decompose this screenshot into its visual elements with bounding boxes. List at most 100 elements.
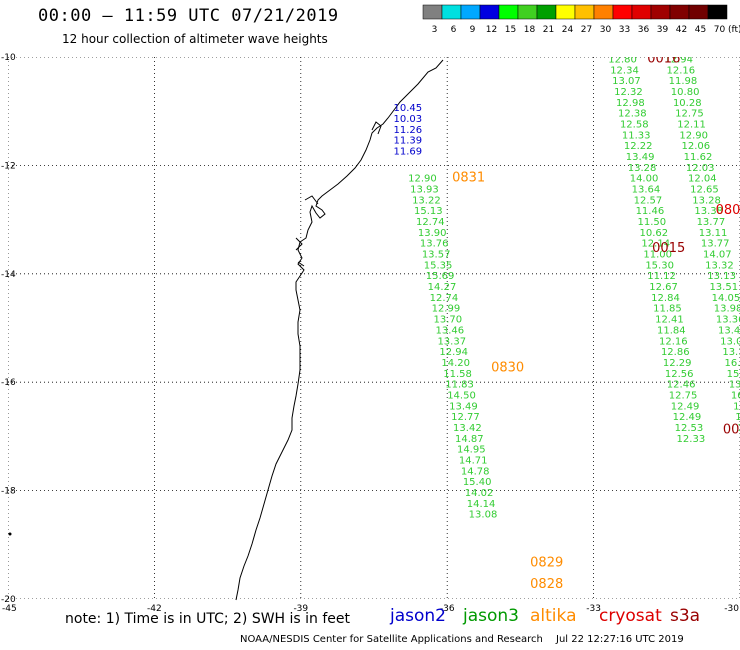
swh-reading: 12.75 xyxy=(669,390,698,401)
swh-reading: 16.75 xyxy=(724,358,740,369)
data-point-marker xyxy=(8,532,12,536)
swh-reading: 11.00 xyxy=(643,250,672,261)
swh-reading: 14.87 xyxy=(455,434,484,445)
swh-reading: 12.32 xyxy=(614,87,643,98)
swh-reading: 16.07 xyxy=(731,390,740,401)
color-scale-label: 3 xyxy=(432,25,438,35)
lat-tick-label: -14 xyxy=(1,270,16,280)
swh-reading: 12.58 xyxy=(620,119,649,130)
swh-reading: 14.05 xyxy=(712,293,740,304)
page-title: 00:00 – 11:59 UTC 07/21/2019 xyxy=(38,6,339,26)
swh-reading: 14.27 xyxy=(428,282,457,293)
swh-reading: 14.02 xyxy=(465,488,494,499)
swh-reading: 14.00 xyxy=(630,174,659,185)
swh-reading: 13.46 xyxy=(435,325,464,336)
swh-reading: 11.83 xyxy=(445,380,474,391)
pass-time-label: 080 xyxy=(716,203,740,218)
swh-reading: 15.35 xyxy=(424,260,453,271)
swh-reading: 12.34 xyxy=(610,65,639,76)
color-swatch xyxy=(479,4,500,20)
color-scale-label: 45 xyxy=(695,25,706,35)
swh-reading: 11.98 xyxy=(669,76,698,87)
color-swatch xyxy=(422,4,443,20)
color-swatch xyxy=(688,4,709,20)
swh-reading: 14.14 xyxy=(467,499,496,510)
swh-reading: 11.12 xyxy=(647,271,676,282)
color-swatch xyxy=(441,4,462,20)
color-scale-unit: (ft) xyxy=(728,25,740,35)
swh-reading: 14.95 xyxy=(457,445,486,456)
coastline-detail xyxy=(295,121,382,267)
swh-reading: 12.99 xyxy=(432,304,461,315)
color-swatch xyxy=(631,4,652,20)
swh-reading: 11.46 xyxy=(636,206,665,217)
color-scale-label: 12 xyxy=(486,25,497,35)
swh-reading: 13.38 xyxy=(694,206,723,217)
swh-reading: 13.49 xyxy=(626,152,655,163)
color-swatch xyxy=(536,4,557,20)
swh-reading: 15.19 xyxy=(735,412,740,423)
swh-reading: 13.37 xyxy=(437,336,466,347)
swh-reading: 10.03 xyxy=(394,114,423,125)
color-swatch xyxy=(669,4,690,20)
lon-tick-label: -30 xyxy=(724,604,739,614)
color-swatch xyxy=(555,4,576,20)
swh-reading: 12.90 xyxy=(408,174,437,185)
swh-reading: 12.46 xyxy=(667,380,696,391)
lon-tick-label: -45 xyxy=(2,604,17,614)
swh-reading: 12.41 xyxy=(655,315,684,326)
color-scale-label: 33 xyxy=(619,25,630,35)
color-scale-label: 70 xyxy=(714,25,726,35)
lon-tick-label: -33 xyxy=(586,604,601,614)
color-scale-label: 18 xyxy=(524,25,536,35)
color-scale-label: 6 xyxy=(451,25,457,35)
swh-reading: 13.93 xyxy=(410,185,439,196)
color-scale-label: 36 xyxy=(638,25,650,35)
swh-reading: 13.42 xyxy=(453,423,482,434)
color-swatch xyxy=(593,4,614,20)
swh-reading: 15.69 xyxy=(426,271,455,282)
color-swatch xyxy=(707,4,728,20)
pass-time-label: 00 xyxy=(723,423,740,438)
pass-time-label: 0016 xyxy=(647,51,680,66)
swh-reading: 14.07 xyxy=(703,250,732,261)
lat-tick-label: -16 xyxy=(1,378,16,388)
swh-reading: 12.16 xyxy=(659,336,688,347)
lon-tick-label: -39 xyxy=(293,604,308,614)
swh-reading: 12.56 xyxy=(665,369,694,380)
swh-reading: 12.86 xyxy=(661,347,690,358)
swh-reading: 14.71 xyxy=(459,456,488,467)
swh-reading: 15.30 xyxy=(645,260,674,271)
swh-reading: 12.33 xyxy=(677,434,706,445)
swh-reading: 12.49 xyxy=(673,412,702,423)
lon-tick-label: -42 xyxy=(147,604,162,614)
color-scale-label: 24 xyxy=(562,25,574,35)
swh-reading: 15.46 xyxy=(727,369,740,380)
swh-reading: 15.13 xyxy=(414,206,443,217)
swh-reading: 11.85 xyxy=(653,304,682,315)
generated-timestamp: Jul 22 12:27:16 UTC 2019 xyxy=(556,634,684,645)
coastline xyxy=(235,59,444,601)
color-scale-label: 39 xyxy=(657,25,669,35)
swh-reading: 10.45 xyxy=(394,103,423,114)
swh-reading: 13.51 xyxy=(709,282,738,293)
swh-reading: 13.32 xyxy=(705,260,734,271)
color-swatch xyxy=(574,4,595,20)
swh-reading: 12.53 xyxy=(675,423,704,434)
legend-s3a: s3a xyxy=(670,606,701,626)
swh-reading: 12.74 xyxy=(416,217,445,228)
swh-reading: 13.57 xyxy=(422,250,451,261)
swh-reading: 12.29 xyxy=(663,358,692,369)
swh-reading: 11.33 xyxy=(622,130,651,141)
swh-reading: 13.70 xyxy=(434,315,463,326)
swh-reading: 13.11 xyxy=(699,228,728,239)
color-scale-label: 15 xyxy=(505,25,516,35)
swh-reading: 15.40 xyxy=(463,477,492,488)
swh-reading: 12.94 xyxy=(439,347,468,358)
swh-reading: 13.77 xyxy=(701,239,730,250)
swh-reading: 13.43 xyxy=(718,325,740,336)
swh-reading: 13.76 xyxy=(420,239,449,250)
swh-reading: 13.13 xyxy=(707,271,736,282)
swh-reading: 13.36 xyxy=(716,315,740,326)
